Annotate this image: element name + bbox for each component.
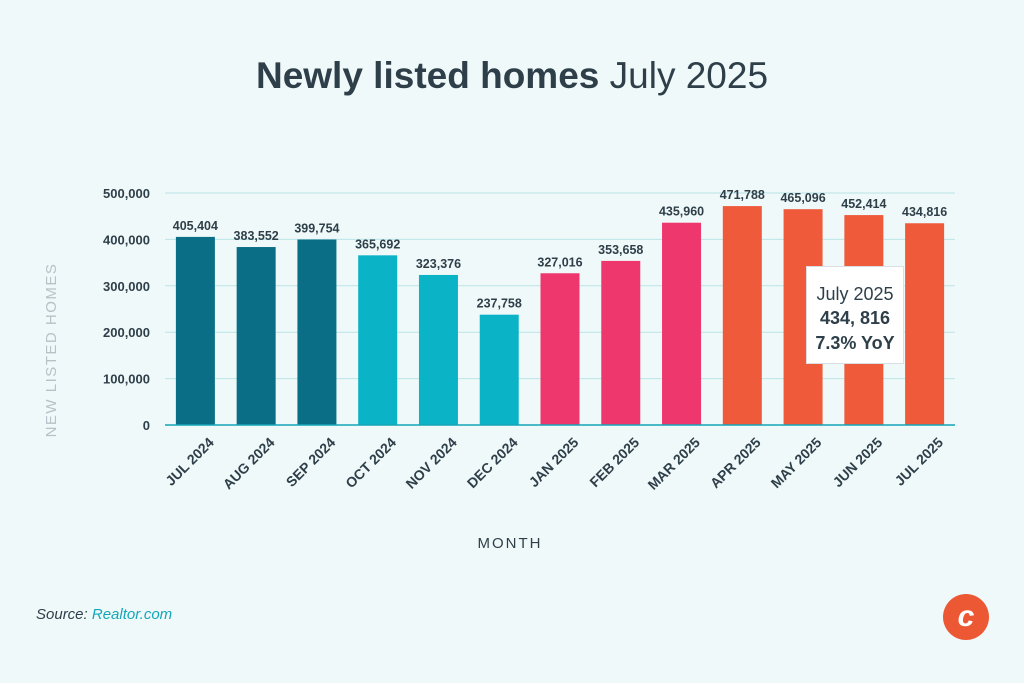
x-tick-label: FEB 2025	[586, 434, 642, 490]
bar-value-label: 365,692	[355, 237, 400, 251]
bar	[479, 314, 519, 425]
bar	[297, 239, 337, 425]
chart-title-bold: Newly listed homes	[256, 55, 599, 96]
bar	[418, 274, 458, 425]
y-tick-label: 500,000	[103, 186, 150, 201]
x-tick-label: JUN 2025	[829, 434, 885, 490]
y-tick-label: 100,000	[103, 372, 150, 387]
bar	[175, 236, 215, 425]
x-tick-label: SEP 2024	[283, 434, 339, 490]
bar	[905, 223, 945, 425]
source-note: Source: Realtor.com	[36, 606, 172, 623]
bar-value-label: 405,404	[173, 219, 218, 233]
x-tick-label: MAR 2025	[644, 434, 703, 493]
y-tick-label: 200,000	[103, 325, 150, 340]
bar-value-label: 327,016	[537, 255, 582, 269]
bar-value-label: 465,096	[780, 191, 825, 205]
bar-value-label: 435,960	[659, 205, 704, 219]
bar-value-label: 452,414	[841, 197, 886, 211]
x-tick-label: JAN 2025	[526, 434, 582, 490]
bar	[601, 260, 641, 425]
y-tick-label: 0	[143, 418, 150, 433]
x-axis-ticks: JUL 2024 AUG 2024 SEP 2024 OCT 2024 NOV 2024…	[162, 434, 946, 493]
x-tick-label: OCT 2024	[342, 434, 399, 491]
x-tick-label: DEC 2024	[464, 434, 521, 491]
callout-date: July 2025	[816, 284, 894, 304]
bars	[175, 206, 945, 425]
bar-value-label: 237,758	[477, 297, 522, 311]
chart-title-regular: July 2025	[610, 55, 768, 96]
x-tick-label: JUL 2025	[891, 434, 946, 489]
bar	[540, 273, 580, 425]
x-tick-label: MAY 2025	[768, 434, 825, 491]
y-axis-ticks: 0 100,000 200,000 300,000 400,000 500,000	[103, 186, 150, 433]
bar-value-label: 399,754	[294, 222, 339, 236]
y-axis-label: NEW LISTED HOMES	[43, 263, 60, 438]
bar-value-label: 383,552	[234, 229, 279, 243]
x-tick-label: APR 2025	[707, 434, 764, 491]
brand-logo: c	[943, 594, 989, 640]
source-label: Source:	[36, 606, 92, 623]
bar	[236, 247, 276, 425]
bar-value-label: 471,788	[720, 188, 765, 202]
y-tick-label: 300,000	[103, 279, 150, 294]
callout-box: July 2025 434, 816 7.3% YoY	[806, 266, 904, 364]
x-axis-label: MONTH	[478, 535, 543, 552]
bar	[662, 222, 702, 425]
bar-value-label: 353,658	[598, 243, 643, 257]
value-labels: 405,404 383,552 399,754 365,692 323,376 237,7…	[173, 188, 947, 311]
callout-yoy: 7.3% YoY	[815, 333, 895, 353]
y-tick-label: 400,000	[103, 232, 150, 247]
bar	[722, 206, 762, 425]
x-tick-label: JUL 2024	[162, 434, 217, 489]
bar	[358, 255, 398, 425]
x-tick-label: NOV 2024	[402, 434, 460, 492]
bar-value-label: 434,816	[902, 205, 947, 219]
source-link[interactable]: Realtor.com	[91, 606, 173, 623]
x-tick-label: AUG 2024	[220, 434, 278, 492]
chart-title: Newly listed homes July 2025	[256, 55, 768, 96]
bar-value-label: 323,376	[416, 257, 461, 271]
callout-value: 434, 816	[819, 308, 891, 328]
